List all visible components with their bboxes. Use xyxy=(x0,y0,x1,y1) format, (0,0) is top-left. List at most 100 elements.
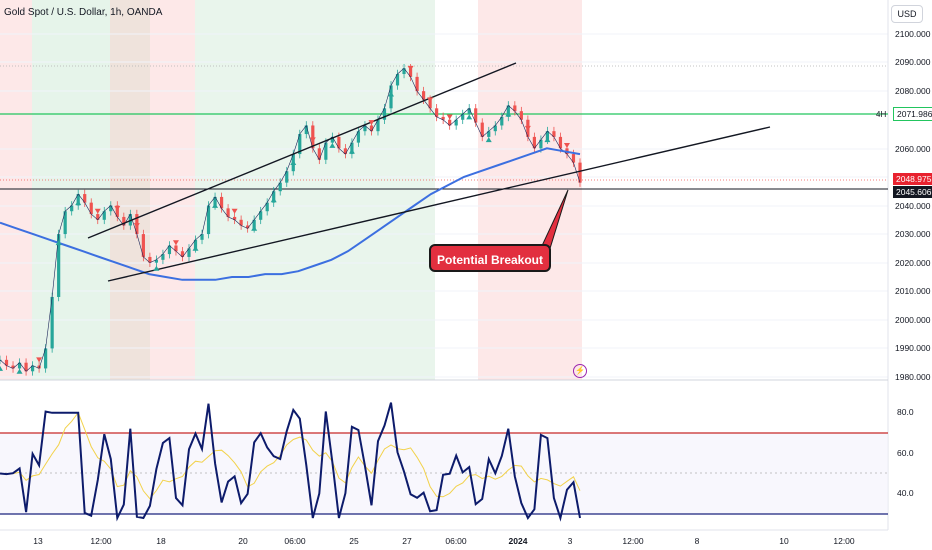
candle-body xyxy=(161,254,165,260)
buy-signal-marker xyxy=(16,368,23,374)
time-tick-label: 06:00 xyxy=(284,536,306,546)
buy-signal-marker xyxy=(388,91,395,97)
channel-upper-trendline[interactable] xyxy=(87,62,517,239)
band-red-3 xyxy=(478,0,582,380)
time-tick-label: 18 xyxy=(156,536,166,546)
sell-signal-marker xyxy=(114,205,121,211)
candle-body xyxy=(467,108,471,115)
buy-signal-marker xyxy=(329,142,336,148)
time-tick-label: 2024 xyxy=(508,536,528,546)
candle-body xyxy=(571,154,576,163)
candle-body xyxy=(539,139,543,149)
candle-body xyxy=(213,196,217,206)
buy-signal-marker xyxy=(55,240,62,246)
level-4h-price-tag: 2071.986 xyxy=(893,107,932,121)
sell-signal-marker xyxy=(427,97,434,103)
candle-body xyxy=(389,85,393,109)
current-price-tag: 2048.975 xyxy=(893,173,932,185)
sell-signal-marker xyxy=(524,125,531,131)
candle-body xyxy=(487,131,491,137)
candle-body xyxy=(30,365,35,372)
time-tick-label: 12:00 xyxy=(90,536,112,546)
buy-signal-marker xyxy=(192,245,199,251)
candle-body xyxy=(187,248,191,257)
candle-body xyxy=(448,119,452,126)
candle-body xyxy=(83,194,87,203)
rsi-ma-line xyxy=(0,411,581,500)
candle-body xyxy=(200,234,204,240)
candle-body xyxy=(259,211,263,220)
buy-signal-marker xyxy=(466,114,473,120)
candle-body xyxy=(89,202,93,215)
sell-signal-marker xyxy=(36,357,43,363)
candle-body xyxy=(461,114,465,120)
lightning-icon[interactable]: ⚡ xyxy=(573,364,587,378)
candle-body xyxy=(128,214,132,226)
buy-signal-marker xyxy=(153,265,160,271)
candle-body xyxy=(298,134,302,155)
channel-lower-trendline[interactable] xyxy=(107,126,771,282)
candle-body xyxy=(311,125,315,149)
candle-body xyxy=(63,211,67,235)
buy-signal-marker xyxy=(251,225,258,231)
price-line xyxy=(0,67,581,372)
rsi-line xyxy=(0,402,581,522)
candle-body xyxy=(415,76,419,92)
price-tick-label: 2000.000 xyxy=(895,315,931,325)
time-tick-label: 25 xyxy=(349,536,359,546)
price-tick-label: 2010.000 xyxy=(895,286,931,296)
candle-body xyxy=(24,362,28,372)
rsi-band xyxy=(0,433,888,514)
time-tick-label: 06:00 xyxy=(445,536,467,546)
candle-body xyxy=(4,359,9,366)
time-tick-label: 27 xyxy=(402,536,412,546)
buy-signal-marker xyxy=(485,137,492,143)
band-brown xyxy=(110,0,150,380)
sell-signal-marker xyxy=(563,143,570,149)
candle-body xyxy=(206,205,211,235)
buy-signal-marker xyxy=(0,365,3,371)
candle-body xyxy=(454,119,458,126)
candle-body xyxy=(167,245,172,255)
time-tick-label: 10 xyxy=(779,536,789,546)
price-tick-label: 2020.000 xyxy=(895,258,931,268)
candle-body xyxy=(435,108,439,117)
band-red-1 xyxy=(0,0,32,380)
candle-body xyxy=(11,365,15,369)
sell-signal-marker xyxy=(446,114,453,120)
candle-body xyxy=(17,362,22,369)
price-tick-label: 2060.000 xyxy=(895,144,931,154)
timeframe-label: 4H xyxy=(876,110,887,119)
currency-button[interactable]: USD xyxy=(891,5,923,23)
candle-body xyxy=(337,136,341,149)
price-tick-label: 2090.000 xyxy=(895,57,931,67)
time-tick-label: 8 xyxy=(694,536,700,546)
potential-breakout-callout[interactable]: Potential Breakout xyxy=(429,244,551,272)
candle-body xyxy=(233,216,237,220)
candle-body xyxy=(96,214,100,220)
candle-body xyxy=(193,239,198,249)
sell-signal-marker xyxy=(368,120,375,126)
candle-body xyxy=(70,205,74,212)
candle-body xyxy=(350,142,354,155)
candle-body xyxy=(532,136,536,149)
time-tick-label: 12:00 xyxy=(833,536,855,546)
candle-body xyxy=(37,365,41,369)
session-bands xyxy=(0,0,582,380)
buy-signal-marker xyxy=(212,202,219,208)
price-grid xyxy=(0,33,888,378)
candle-body xyxy=(76,194,80,206)
candle-body xyxy=(154,259,159,263)
time-tick-label: 13 xyxy=(33,536,43,546)
buy-signal-marker xyxy=(75,200,82,206)
rsi-tick-label: 80.0 xyxy=(897,407,914,417)
candle-body xyxy=(239,219,243,226)
candle-body xyxy=(278,182,282,192)
candle-body xyxy=(519,111,523,120)
candle-body xyxy=(272,191,276,203)
band-green-1 xyxy=(32,0,110,380)
band-red-2 xyxy=(150,0,195,380)
candle-body xyxy=(382,108,387,120)
candle-body xyxy=(376,119,380,132)
